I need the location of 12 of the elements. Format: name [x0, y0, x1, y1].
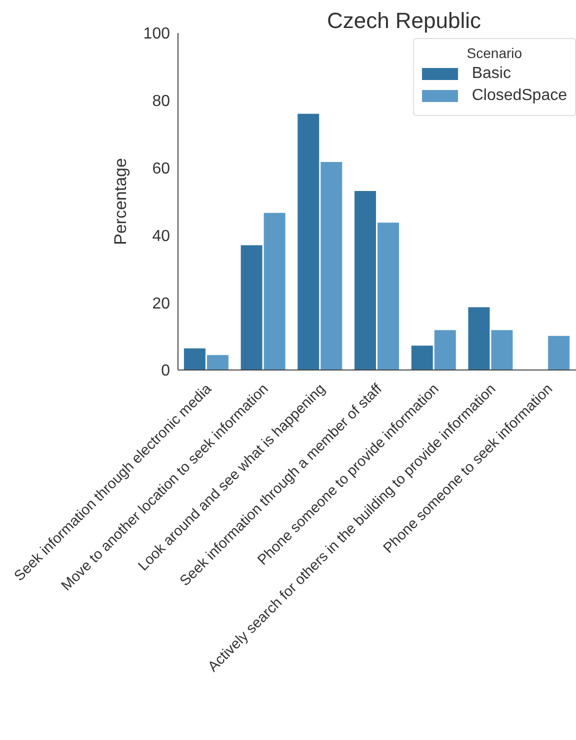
- y-tick-label: 0: [161, 362, 170, 380]
- bar: [548, 335, 570, 370]
- y-tick-label: 60: [152, 160, 170, 178]
- y-tick-label: 80: [152, 93, 170, 110]
- legend-title: Scenario: [466, 45, 524, 61]
- y-tick-label: 100: [143, 26, 170, 43]
- y-tick-label: 20: [152, 295, 170, 312]
- legend-label: ClosedSpace: [470, 87, 567, 105]
- y-axis-title: Percentage: [111, 158, 130, 245]
- y-tick-label: 40: [152, 228, 170, 245]
- chart-title: Czech Republic: [326, 8, 482, 34]
- legend-label: Basic: [470, 65, 512, 83]
